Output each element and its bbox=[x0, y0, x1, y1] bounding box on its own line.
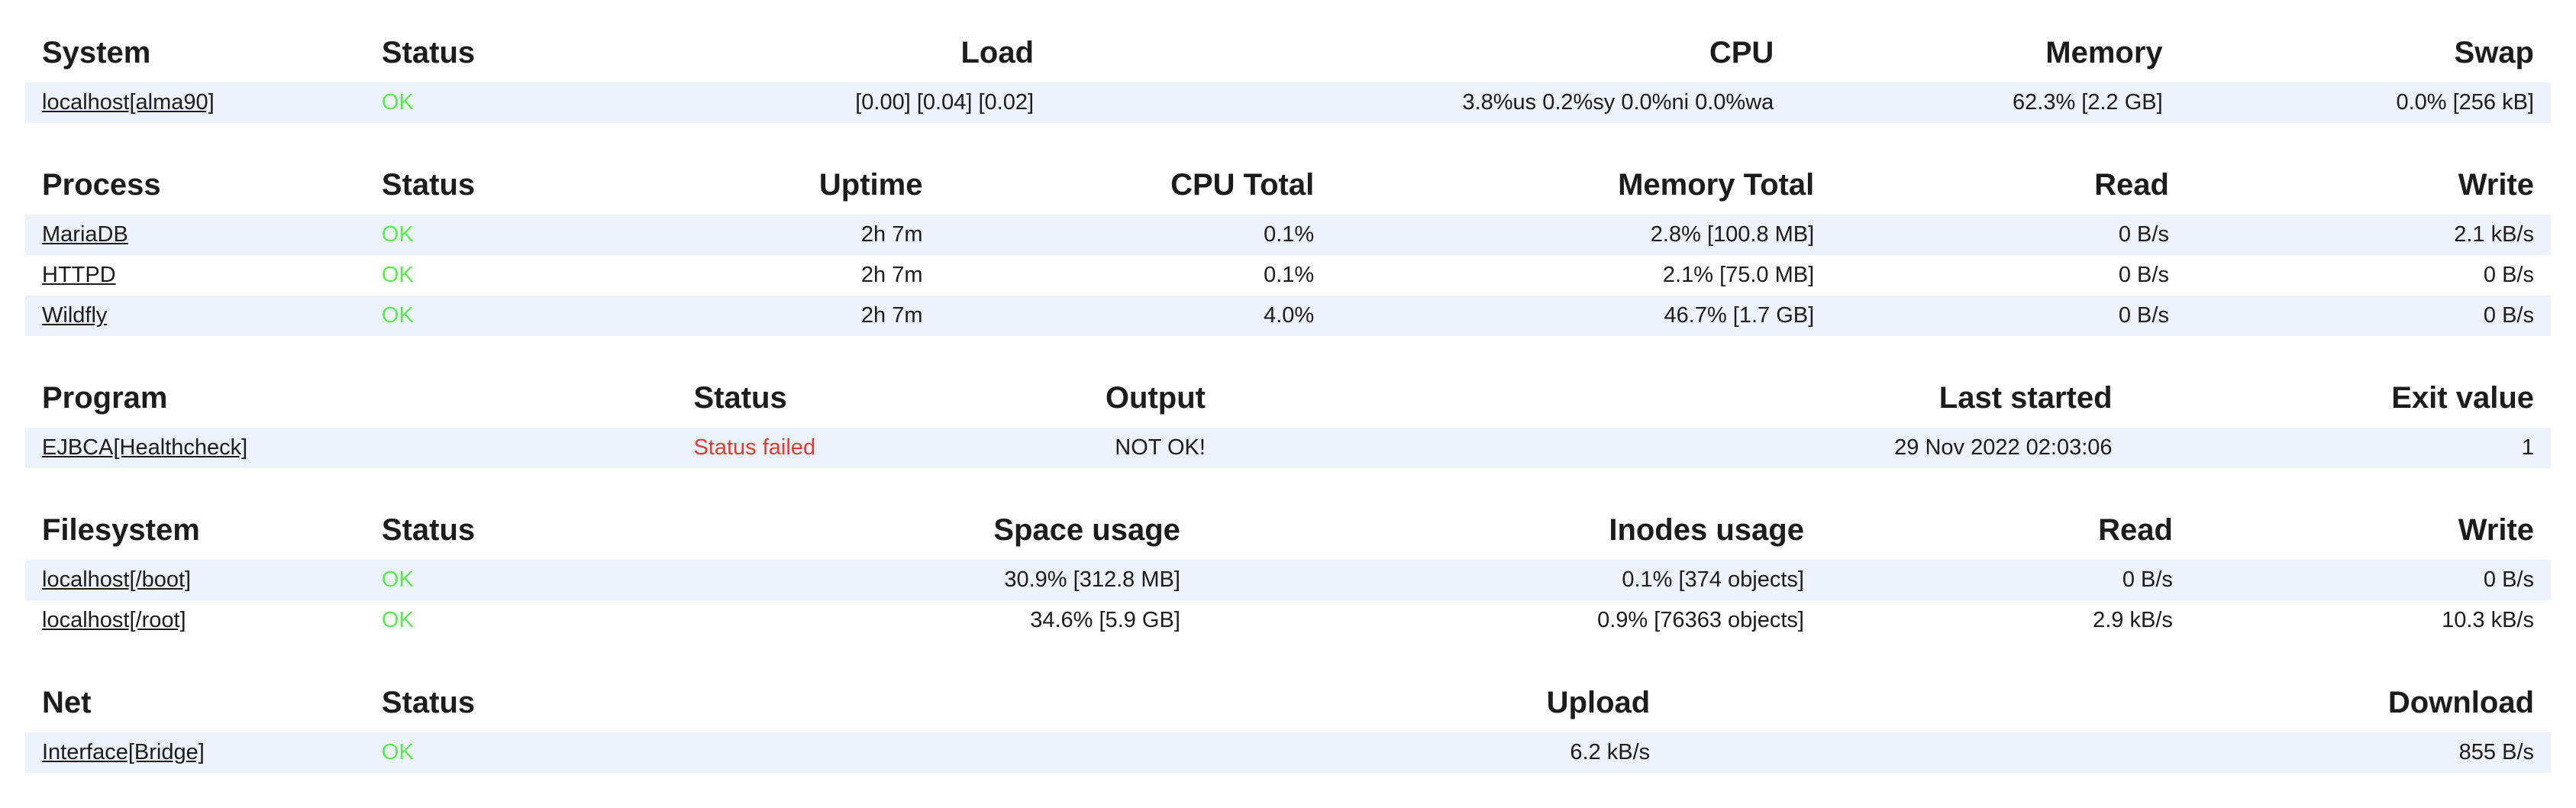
download-col-header: Download bbox=[2387, 686, 2534, 719]
status-col-header: Status bbox=[381, 513, 476, 547]
swap-col-header: Swap bbox=[2454, 36, 2534, 69]
cpu-col-header: CPU bbox=[1709, 36, 1774, 69]
filesystem-header-row: Filesystem Status Space usage Inodes usa… bbox=[25, 496, 2551, 560]
write-col-header: Write bbox=[2458, 168, 2534, 202]
filesystem-col-header: Filesystem bbox=[42, 513, 200, 547]
table-row: localhost[alma90] OK [0.00] [0.04] [0.02… bbox=[25, 82, 2551, 123]
table-row: Wildfly OK 2h 7m 4.0% 46.7% [1.7 GB] 0 B… bbox=[25, 296, 2551, 336]
table-row: MariaDB OK 2h 7m 0.1% 2.8% [100.8 MB] 0 … bbox=[25, 215, 2551, 255]
inodes-usage-value: 0.9% [76363 objects] bbox=[1597, 608, 1804, 632]
load-col-header: Load bbox=[960, 36, 1035, 69]
read-value: 0 B/s bbox=[2118, 222, 2169, 247]
process-col-header: Process bbox=[42, 168, 161, 202]
status-badge: OK bbox=[381, 263, 414, 287]
last-started-col-header: Last started bbox=[1938, 381, 2113, 415]
memory-total-value: 2.1% [75.0 MB] bbox=[1662, 263, 1815, 287]
service-link-httpd[interactable]: HTTPD bbox=[42, 263, 116, 287]
read-col-header: Read bbox=[2098, 513, 2173, 547]
service-link-localhost-alma90[interactable]: localhost[alma90] bbox=[42, 90, 215, 115]
process-table: Process Status Uptime CPU Total Memory T… bbox=[25, 150, 2551, 336]
status-col-header: Status bbox=[381, 168, 476, 202]
table-row: localhost[/root] OK 34.6% [5.9 GB] 0.9% … bbox=[25, 600, 2551, 641]
cpu-value: 3.8%us 0.2%sy 0.0%ni 0.0%wa bbox=[1462, 90, 1774, 115]
memory-total-value: 2.8% [100.8 MB] bbox=[1650, 222, 1815, 247]
swap-value: 0.0% [256 kB] bbox=[2396, 90, 2534, 115]
process-header-row: Process Status Uptime CPU Total Memory T… bbox=[25, 150, 2551, 215]
output-col-header: Output bbox=[1105, 381, 1206, 415]
inodes-usage-value: 0.1% [374 objects] bbox=[1622, 567, 1804, 592]
status-col-header: Status bbox=[381, 686, 476, 719]
program-header-row: Program Status Output Last started Exit … bbox=[25, 364, 2551, 428]
write-col-header: Write bbox=[2458, 513, 2534, 547]
cpu-total-col-header: CPU Total bbox=[1170, 168, 1315, 202]
filesystem-table: Filesystem Status Space usage Inodes usa… bbox=[25, 496, 2551, 641]
status-col-header: Status bbox=[693, 381, 787, 415]
system-table: System Status Load CPU Memory Swap local… bbox=[25, 18, 2551, 123]
status-badge: OK bbox=[381, 740, 414, 764]
net-header-row: Net Status Upload Download bbox=[25, 668, 2551, 732]
program-col-header: Program bbox=[42, 381, 168, 415]
cpu-total-value: 4.0% bbox=[1264, 303, 1315, 328]
service-link-wildfly[interactable]: Wildfly bbox=[42, 303, 108, 328]
table-row: localhost[/boot] OK 30.9% [312.8 MB] 0.1… bbox=[25, 560, 2551, 600]
net-table: Net Status Upload Download Interface[Bri… bbox=[25, 668, 2551, 773]
write-value: 2.1 kB/s bbox=[2454, 222, 2534, 247]
memory-value: 62.3% [2.2 GB] bbox=[2013, 90, 2163, 115]
load-value: [0.00] [0.04] [0.02] bbox=[855, 90, 1035, 115]
status-badge: OK bbox=[381, 567, 414, 592]
status-badge: OK bbox=[381, 303, 414, 328]
upload-value: 6.2 kB/s bbox=[1570, 740, 1651, 764]
status-failed-badge: Status failed bbox=[693, 435, 816, 460]
cpu-total-value: 0.1% bbox=[1264, 222, 1315, 247]
download-value: 855 B/s bbox=[2458, 740, 2534, 764]
inodes-usage-col-header: Inodes usage bbox=[1609, 513, 1804, 547]
write-value: 0 B/s bbox=[2483, 263, 2534, 287]
read-value: 2.9 kB/s bbox=[2093, 608, 2173, 632]
output-value: NOT OK! bbox=[1115, 435, 1206, 460]
table-row: EJBCA[Healthcheck] Status failed NOT OK!… bbox=[25, 428, 2551, 468]
read-value: 0 B/s bbox=[2118, 303, 2169, 328]
memory-total-col-header: Memory Total bbox=[1618, 168, 1815, 202]
exit-value-col-header: Exit value bbox=[2391, 381, 2534, 415]
uptime-value: 2h 7m bbox=[860, 303, 923, 328]
write-value: 0 B/s bbox=[2483, 303, 2534, 328]
memory-total-value: 46.7% [1.7 GB] bbox=[1664, 303, 1815, 328]
uptime-col-header: Uptime bbox=[818, 168, 923, 202]
table-row: Interface[Bridge] OK 6.2 kB/s 855 B/s bbox=[25, 732, 2551, 773]
space-usage-col-header: Space usage bbox=[993, 513, 1180, 547]
service-link-mariadb[interactable]: MariaDB bbox=[42, 222, 128, 247]
memory-col-header: Memory bbox=[2045, 36, 2163, 69]
exit-value: 1 bbox=[2521, 435, 2534, 460]
system-header-row: System Status Load CPU Memory Swap bbox=[25, 18, 2551, 82]
read-col-header: Read bbox=[2094, 168, 2169, 202]
upload-col-header: Upload bbox=[1546, 686, 1651, 719]
read-value: 0 B/s bbox=[2118, 263, 2169, 287]
monit-service-list: System Status Load CPU Memory Swap local… bbox=[25, 18, 2551, 773]
service-link-localhost-root[interactable]: localhost[/root] bbox=[42, 608, 186, 632]
space-usage-value: 34.6% [5.9 GB] bbox=[1030, 608, 1180, 632]
status-badge: OK bbox=[381, 608, 414, 632]
write-value: 0 B/s bbox=[2483, 567, 2534, 592]
status-col-header: Status bbox=[381, 36, 476, 69]
uptime-value: 2h 7m bbox=[860, 263, 923, 287]
uptime-value: 2h 7m bbox=[860, 222, 923, 247]
program-table: Program Status Output Last started Exit … bbox=[25, 364, 2551, 468]
last-started-value: 29 Nov 2022 02:03:06 bbox=[1894, 435, 2113, 460]
status-badge: OK bbox=[381, 222, 414, 247]
table-row: HTTPD OK 2h 7m 0.1% 2.1% [75.0 MB] 0 B/s… bbox=[25, 255, 2551, 296]
service-link-interface-bridge[interactable]: Interface[Bridge] bbox=[42, 740, 205, 764]
status-badge: OK bbox=[381, 90, 414, 115]
space-usage-value: 30.9% [312.8 MB] bbox=[1004, 567, 1180, 592]
cpu-total-value: 0.1% bbox=[1264, 263, 1315, 287]
write-value: 10.3 kB/s bbox=[2442, 608, 2534, 632]
service-link-localhost-boot[interactable]: localhost[/boot] bbox=[42, 567, 192, 592]
service-link-ejbca-healthcheck[interactable]: EJBCA[Healthcheck] bbox=[42, 435, 248, 460]
net-col-header: Net bbox=[42, 686, 92, 719]
read-value: 0 B/s bbox=[2122, 567, 2173, 592]
system-col-header: System bbox=[42, 36, 151, 69]
